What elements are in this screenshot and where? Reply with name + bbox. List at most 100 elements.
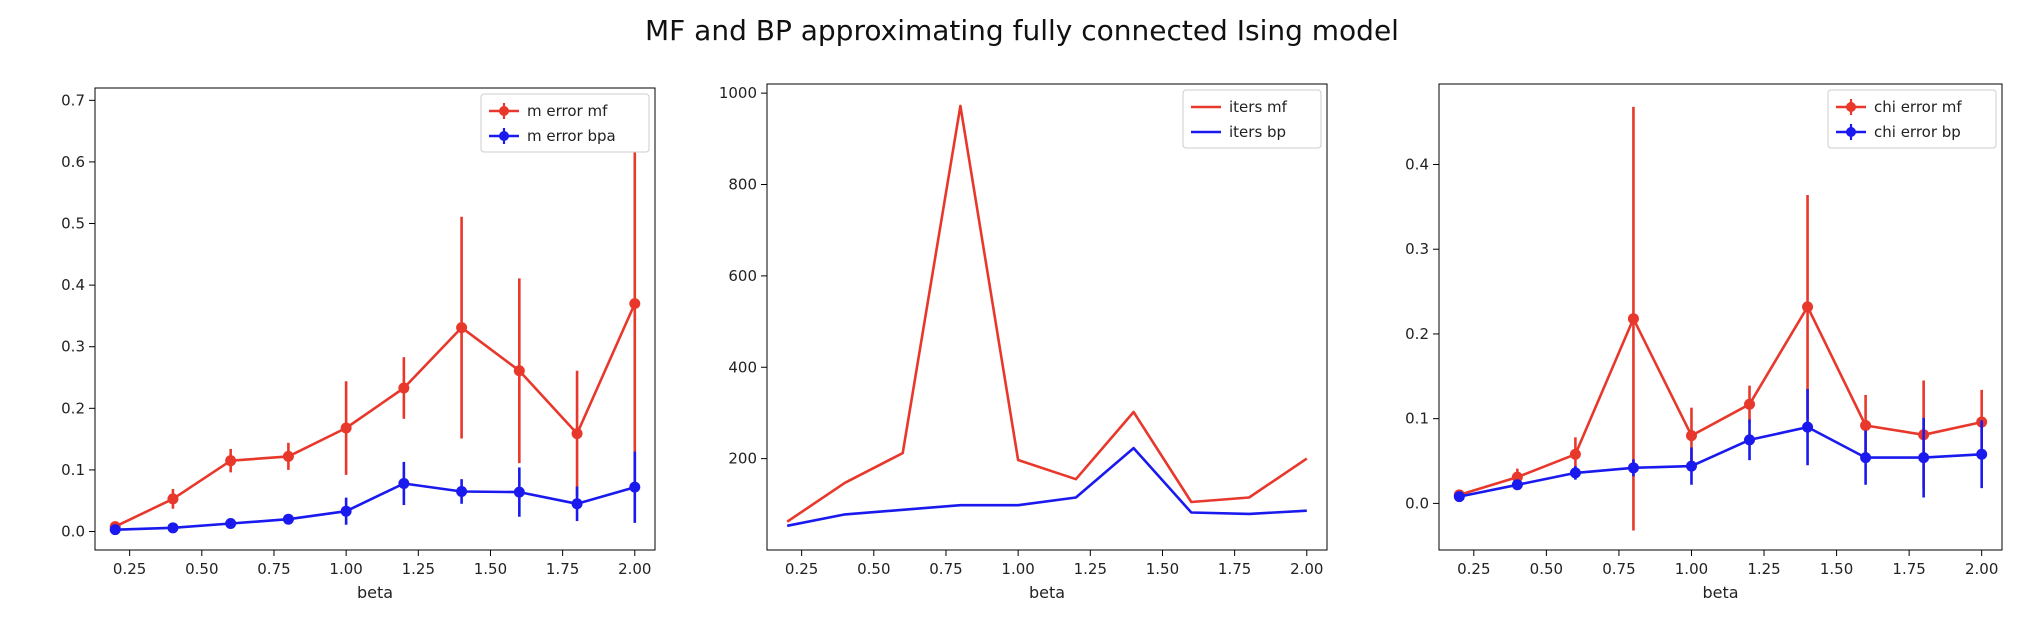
data-point [282, 513, 294, 525]
data-point [1685, 460, 1697, 472]
x-tick-label: 0.75 [1602, 560, 1635, 578]
data-point [1569, 467, 1581, 479]
data-point [1511, 479, 1523, 491]
series-chi-error-bp [1453, 389, 1988, 503]
data-point [1569, 448, 1581, 460]
data-point [1744, 398, 1756, 410]
y-tick-label: 0.3 [1405, 240, 1429, 258]
x-tick-label: 1.75 [546, 560, 579, 578]
data-point [167, 493, 179, 505]
data-point [1685, 430, 1697, 442]
series-line [1459, 425, 1982, 498]
legend-entry: iters bp [1229, 123, 1286, 141]
panel-m-error: 0.25 0.50 0.75 1.00 1.25 1.50 1.75 2.00 0.0 0.1 0.… [61, 87, 656, 602]
data-point [1627, 462, 1639, 474]
y-tick-label: 0.3 [61, 338, 85, 356]
y-tick-label: 800 [728, 176, 757, 194]
data-point [456, 485, 468, 497]
data-point [629, 298, 641, 310]
data-point [398, 477, 410, 489]
series-line [786, 446, 1307, 528]
y-tick-label: 0.5 [61, 215, 85, 233]
series-iters-bp [786, 446, 1307, 528]
data-point [1511, 471, 1523, 483]
x-tick-label: 1.00 [1675, 560, 1708, 578]
data-point [456, 322, 468, 334]
data-point [1976, 448, 1988, 460]
x-tick-label: 0.75 [257, 560, 290, 578]
x-tick-label: 1.25 [1074, 560, 1107, 578]
x-tick-label: 1.50 [1820, 560, 1853, 578]
series-line [1458, 305, 1982, 497]
legend-box [1182, 89, 1322, 149]
legend-marker [499, 106, 509, 116]
data-point [225, 518, 237, 530]
series-line [114, 303, 636, 528]
data-point [513, 365, 525, 377]
data-point [1860, 419, 1872, 431]
data-point [571, 428, 583, 440]
series-line [786, 104, 1308, 523]
legend-box [1827, 89, 1997, 149]
y-tick-label: 0.4 [1405, 155, 1429, 173]
legend-marker [1846, 102, 1856, 112]
data-point [167, 522, 179, 534]
x-tick-label: 2.00 [1965, 560, 1998, 578]
x-tick-label: 1.00 [329, 560, 362, 578]
data-point [398, 382, 410, 394]
axes-frame [766, 83, 1328, 551]
data-point [1802, 421, 1814, 433]
x-axis-label: beta [1702, 583, 1738, 602]
x-axis-label: beta [357, 583, 393, 602]
legend: m error mf m error bpa [480, 93, 650, 153]
y-tick-label: 1000 [719, 84, 757, 102]
x-tick-label: 1.00 [1001, 560, 1034, 578]
y-tick-label: 0.1 [1405, 410, 1429, 428]
series-iters-mf [786, 104, 1308, 523]
data-point [340, 422, 352, 434]
series-m-error-mf [109, 112, 641, 533]
data-point [1860, 452, 1872, 464]
x-tick-label: 1.25 [402, 560, 435, 578]
x-tick-label: 0.50 [1530, 560, 1563, 578]
y-tick-label: 0.2 [61, 399, 85, 417]
x-tick-label: 0.50 [857, 560, 890, 578]
data-point [513, 486, 525, 498]
legend-marker [1846, 127, 1856, 137]
legend: iters mf iters bp [1182, 89, 1322, 149]
legend-entry: iters mf [1229, 98, 1288, 116]
legend-entry: m error mf [527, 102, 608, 120]
x-tick-label: 2.00 [618, 560, 651, 578]
legend: chi error mf chi error bp [1827, 89, 1997, 149]
data-point [340, 505, 352, 517]
x-tick-label: 0.50 [185, 560, 218, 578]
x-tick-label: 1.50 [474, 560, 507, 578]
legend-entry: chi error bp [1874, 123, 1961, 141]
data-point [1627, 313, 1639, 325]
y-tick-label: 0.1 [61, 461, 85, 479]
x-tick-label: 1.75 [1218, 560, 1251, 578]
x-tick-label: 1.25 [1747, 560, 1780, 578]
data-point [571, 498, 583, 510]
legend-marker [499, 131, 509, 141]
x-tick-label: 1.75 [1892, 560, 1925, 578]
data-point [1453, 491, 1465, 503]
y-tick-label: 0.2 [1405, 325, 1429, 343]
legend-entry: chi error mf [1874, 98, 1962, 116]
x-tick-label: 0.25 [1457, 560, 1490, 578]
x-axis-label: beta [1029, 583, 1065, 602]
axes-frame [94, 87, 656, 551]
legend-box [480, 93, 650, 153]
series-chi-error-mf [1453, 106, 1988, 531]
x-tick-label: 0.25 [113, 560, 146, 578]
panel-iterations: 0.25 0.50 0.75 1.00 1.25 1.50 1.75 2.00 200 400 60… [719, 83, 1328, 602]
series-line [115, 482, 636, 531]
y-tick-label: 0.4 [61, 276, 85, 294]
data-point [1744, 434, 1756, 446]
x-tick-label: 2.00 [1290, 560, 1323, 578]
x-tick-label: 1.50 [1146, 560, 1179, 578]
y-tick-label: 0.6 [61, 153, 85, 171]
data-point [629, 481, 641, 493]
legend-entry: m error bpa [527, 127, 616, 145]
